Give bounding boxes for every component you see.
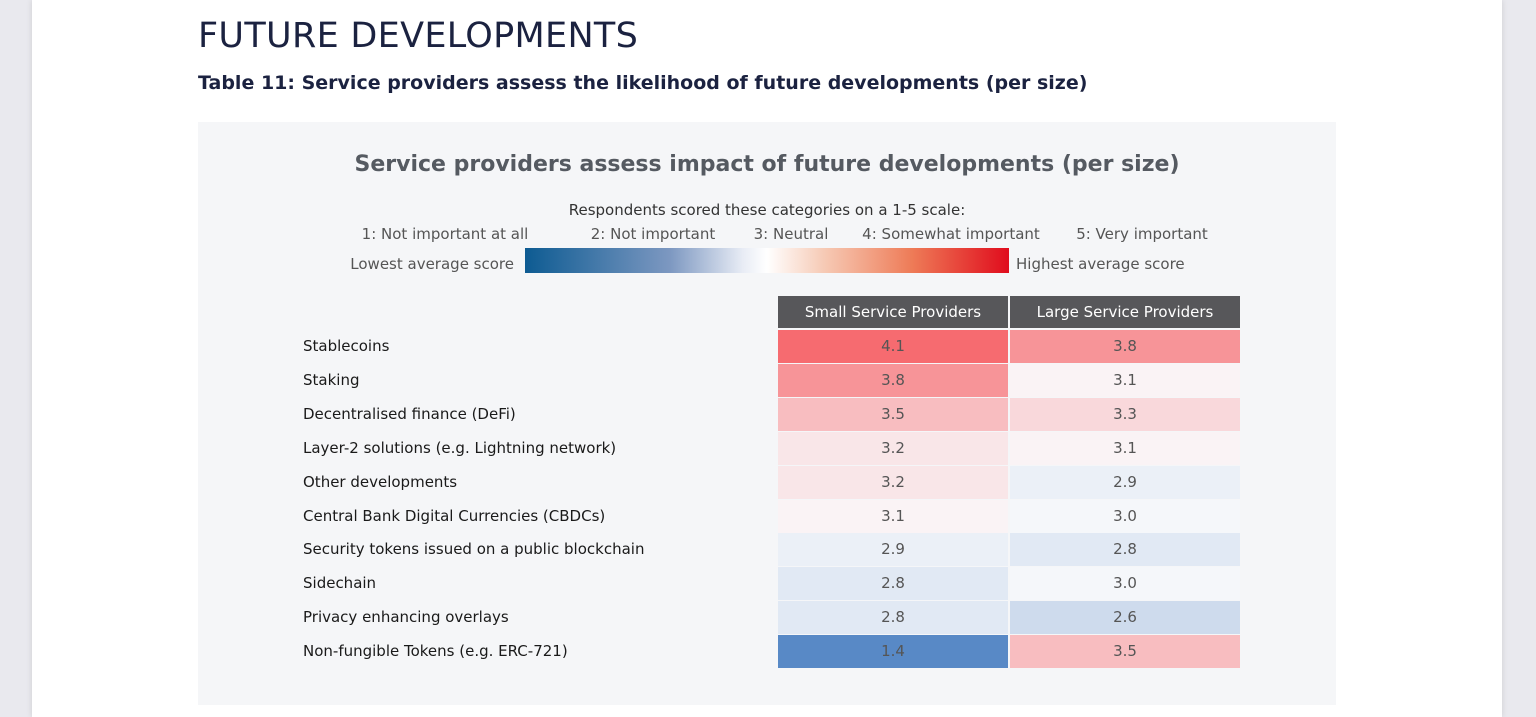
column-header-large: Large Service Providers: [1010, 296, 1240, 328]
heatmap-cell-small: 4.1: [778, 330, 1008, 363]
lowest-score-label: Lowest average score: [350, 255, 514, 273]
row-label: Non-fungible Tokens (e.g. ERC-721): [303, 642, 568, 661]
table-row: Sidechain 2.8 3.0: [198, 567, 1336, 601]
heatmap-cell-small: 2.8: [778, 601, 1008, 635]
heatmap-cell-small: 3.1: [778, 499, 1008, 533]
heatmap-cell-large: 2.6: [1010, 601, 1240, 635]
column-header-small: Small Service Providers: [778, 296, 1008, 328]
table-row: Staking 3.8 3.1: [198, 363, 1336, 397]
scale-item-3: 3: Neutral: [753, 225, 829, 243]
heatmap-cell-small: 3.2: [778, 431, 1008, 465]
heatmap-cell-large: 3.5: [1010, 635, 1240, 669]
table-caption: Table 11: Service providers assess the l…: [198, 72, 1088, 94]
heatmap-cell-small: 2.8: [778, 567, 1008, 601]
table-row: Central Bank Digital Currencies (CBDCs) 3…: [198, 499, 1336, 533]
scale-item-5: 5: Very important: [1076, 225, 1208, 243]
heatmap-cell-small: 2.9: [778, 533, 1008, 567]
heatmap-cell-large: 2.9: [1010, 465, 1240, 499]
section-title: FUTURE DEVELOPMENTS: [198, 16, 639, 56]
heatmap-cell-large: 3.3: [1010, 397, 1240, 431]
row-label: Layer-2 solutions (e.g. Lightning networ…: [303, 438, 617, 457]
scale-item-1: 1: Not important at all: [361, 225, 529, 243]
highest-score-label: Highest average score: [1016, 255, 1185, 273]
row-label: Other developments: [303, 472, 458, 491]
table-row: Stablecoins 4.1 3.8: [198, 330, 1336, 363]
row-label: Staking: [303, 370, 360, 389]
table-row: Privacy enhancing overlays 2.8 2.6: [198, 601, 1336, 635]
heatmap-cell-large: 2.8: [1010, 533, 1240, 567]
heatmap-cell-large: 3.1: [1010, 363, 1240, 397]
color-scale-legend: [525, 248, 1009, 273]
table-row: Other developments 3.2 2.9: [198, 465, 1336, 499]
table-row: Non-fungible Tokens (e.g. ERC-721) 1.4 3.5: [198, 635, 1336, 669]
figure-title: Service providers assess impact of futur…: [354, 152, 1180, 177]
row-label: Central Bank Digital Currencies (CBDCs): [303, 506, 606, 525]
table-row: Layer-2 solutions (e.g. Lightning networ…: [198, 431, 1336, 465]
heatmap-cell-small: 3.2: [778, 465, 1008, 499]
report-page: FUTURE DEVELOPMENTS Table 11: Service pr…: [32, 0, 1502, 717]
scale-item-2: 2: Not important: [590, 225, 716, 243]
heatmap-cell-small: 3.8: [778, 363, 1008, 397]
table-row: Decentralised finance (DeFi) 3.5 3.3: [198, 397, 1336, 431]
row-label: Sidechain: [303, 574, 377, 593]
heatmap-cell-large: 3.1: [1010, 431, 1240, 465]
row-label: Security tokens issued on a public block…: [303, 540, 645, 559]
heatmap-cell-large: 3.0: [1010, 499, 1240, 533]
heatmap-cell-large: 3.8: [1010, 330, 1240, 363]
heatmap-cell-small: 3.5: [778, 397, 1008, 431]
scale-note: Respondents scored these categories on a…: [568, 201, 966, 219]
row-label: Decentralised finance (DeFi): [303, 404, 516, 423]
table-row: Security tokens issued on a public block…: [198, 533, 1336, 567]
row-label: Privacy enhancing overlays: [303, 608, 509, 627]
row-label: Stablecoins: [303, 337, 390, 355]
heatmap-cell-large: 3.0: [1010, 567, 1240, 601]
heatmap-figure: Service providers assess impact of futur…: [198, 122, 1336, 705]
scale-item-4: 4: Somewhat important: [862, 225, 1040, 243]
heatmap-cell-small: 1.4: [778, 635, 1008, 669]
